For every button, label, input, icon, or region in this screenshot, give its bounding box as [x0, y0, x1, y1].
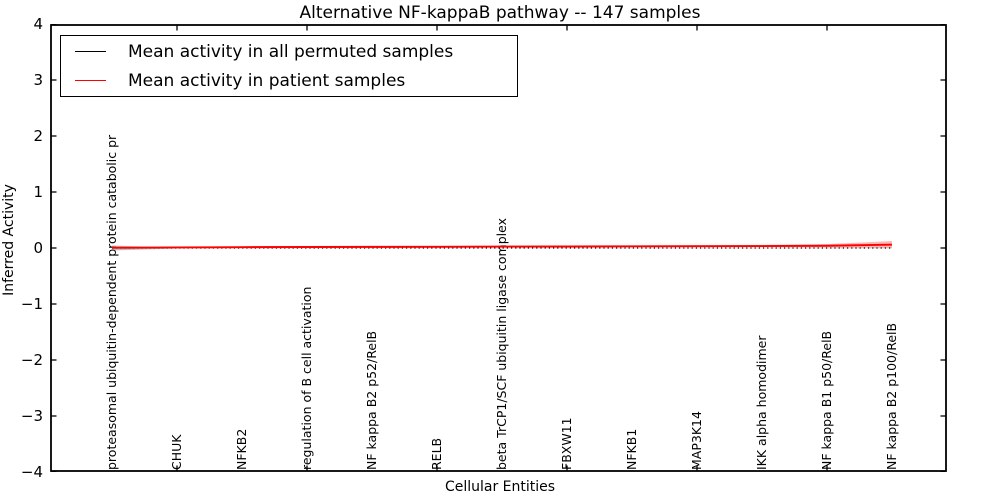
- legend-entry-patient: Mean activity in patient samples: [75, 68, 509, 93]
- y-tick-label: 3: [33, 71, 43, 89]
- x-axis-title: Cellular Entities: [444, 479, 556, 495]
- y-tick-label: 1: [33, 183, 43, 201]
- legend-label: Mean activity in patient samples: [128, 70, 406, 91]
- y-tick-label: −4: [20, 463, 43, 481]
- legend-line-black: [75, 51, 106, 52]
- plot-area: [50, 24, 947, 472]
- y-tick-label: 4: [33, 15, 43, 33]
- legend-entry-permuted: Mean activity in all permuted samples: [75, 39, 509, 64]
- legend-line-red: [75, 80, 106, 81]
- y-tick-label: 0: [33, 239, 43, 257]
- y-tick-label: 2: [33, 127, 43, 145]
- plot-frame: [50, 24, 947, 472]
- confidence-band: [112, 245, 892, 251]
- legend: Mean activity in all permuted samples Me…: [60, 35, 518, 97]
- chart-title: Alternative NF-kappaB pathway -- 147 sam…: [299, 3, 701, 23]
- y-tick-label: −3: [20, 407, 43, 425]
- patient-mean-line: [111, 243, 893, 249]
- y-tick-label: −2: [20, 351, 43, 369]
- legend-label: Mean activity in all permuted samples: [128, 41, 454, 62]
- y-tick-label: −1: [20, 295, 43, 313]
